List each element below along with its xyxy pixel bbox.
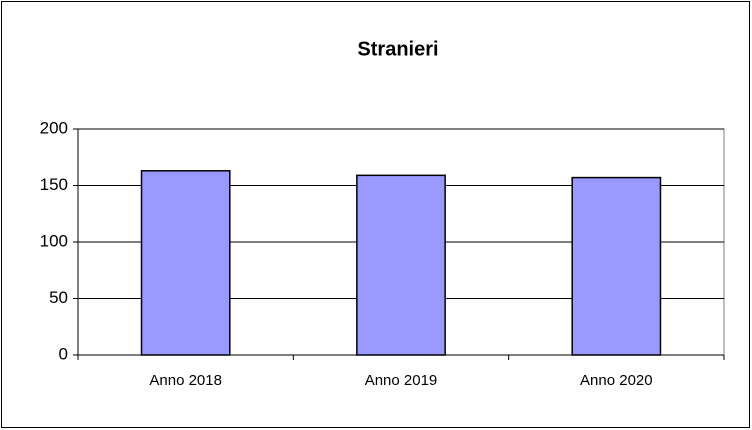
bar — [140, 170, 231, 356]
x-tick-label: Anno 2019 — [365, 372, 438, 389]
chart-title: Stranieri — [357, 38, 438, 60]
y-tick-label: 200 — [40, 118, 68, 137]
bar — [571, 176, 662, 356]
bar — [356, 174, 446, 356]
y-tick-label: 150 — [40, 175, 68, 194]
y-tick-label: 0 — [59, 344, 68, 363]
x-tick-label: Anno 2018 — [149, 372, 222, 389]
y-tick-label: 100 — [40, 231, 68, 250]
x-tick-label: Anno 2020 — [580, 372, 653, 389]
y-tick-label: 50 — [49, 288, 68, 307]
